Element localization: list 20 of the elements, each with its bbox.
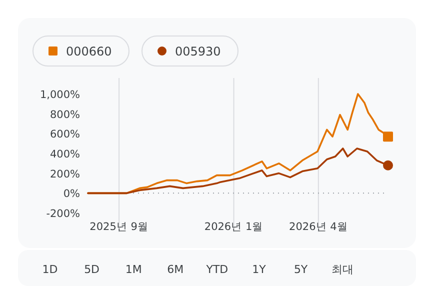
text: 6M: [167, 263, 184, 276]
text: 최대: [332, 263, 354, 276]
y-tick-label: 600%: [50, 128, 80, 141]
y-tick-label: 0%: [63, 188, 80, 200]
text: 1D: [42, 263, 58, 276]
legend-label: 005930: [175, 44, 221, 58]
text: 5D: [84, 263, 100, 276]
x-tick-label: 2025년 9월: [90, 221, 148, 233]
y-tick-label: 200%: [50, 168, 80, 180]
y-tick-label: 1,000%: [40, 89, 80, 101]
x-tick-label: 2026년 1월: [204, 221, 264, 233]
y-tick-label: 400%: [50, 148, 80, 160]
text: 5Y: [294, 263, 308, 276]
text: 1M: [125, 263, 142, 276]
text: YTD: [205, 263, 228, 276]
y-tick-label: -200%: [46, 208, 80, 220]
y-tick-label: 800%: [50, 108, 80, 121]
legend-label: 000660: [66, 44, 112, 58]
x-tick-label: 2026년 4월: [289, 221, 348, 233]
text: 1Y: [252, 263, 266, 276]
